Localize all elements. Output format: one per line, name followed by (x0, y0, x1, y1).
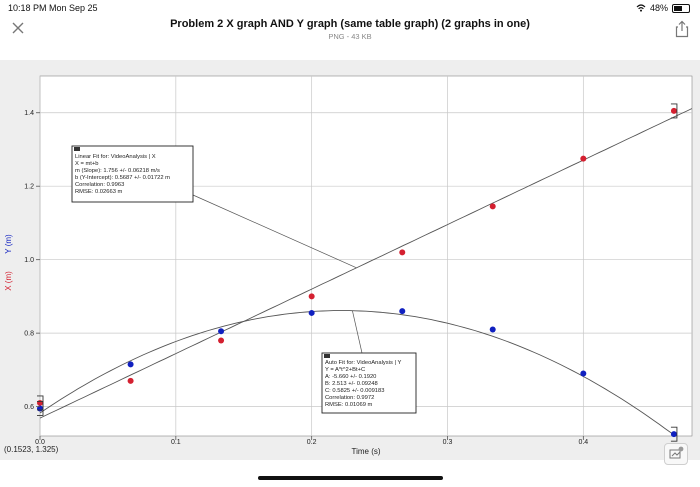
wifi-icon (636, 4, 646, 12)
x-data-point (489, 203, 496, 210)
y-data-point (218, 328, 225, 335)
selection-brackets (37, 103, 678, 442)
quadratic-fit-equation: Y = A*t^2+Bt+C (325, 367, 365, 373)
home-indicator (258, 476, 443, 480)
x-data-point (37, 399, 43, 406)
linear-fit-intercept: b (Y-Intercept): 0.5687 +/- 0.01722 m (75, 175, 170, 181)
selection-bracket (37, 400, 44, 416)
y-axis-label-y: Y (m) (4, 234, 13, 254)
status-right: 48% (636, 3, 690, 13)
x-data-point (399, 249, 406, 256)
graph-canvas: 0.0 0.1 0.2 0.3 0.4 0.6 0.8 1.0 1.2 1.4 Linear Fi… (4, 75, 693, 456)
y-data-point (399, 308, 406, 315)
y-tick-label: 1.2 (24, 184, 34, 191)
battery-percent: 48% (649, 3, 668, 13)
battery-icon (672, 3, 690, 13)
data-series (37, 103, 678, 442)
y-tick-label: 0.8 (24, 331, 34, 338)
x-tick-label: 0.3 (443, 439, 453, 446)
selection-bracket (670, 103, 678, 119)
quadratic-fit-a: A: -5.660 +/- 0.1920 (325, 374, 376, 380)
close-icon[interactable] (10, 20, 26, 36)
x-data-point (308, 293, 315, 300)
status-time: 10:18 PM Mon Sep 25 (8, 3, 98, 13)
markup-icon (669, 446, 684, 459)
status-bar: 10:18 PM Mon Sep 25 48% (0, 0, 700, 16)
quadratic-fit-b: B: 2.513 +/- 0.09248 (325, 381, 378, 387)
y-data-point (489, 326, 496, 333)
x-tick-label: 0.2 (307, 439, 317, 446)
coordinate-readout: (0.1523, 1.325) (4, 445, 59, 454)
x-series (37, 107, 677, 406)
linear-fit-box[interactable]: Linear Fit for: VideoAnalysis | X X = mt… (71, 145, 194, 203)
y-data-point (580, 370, 587, 377)
x-tick-label: 0.4 (578, 439, 588, 446)
quadratic-fit-correlation: Correlation: 0.9972 (325, 395, 374, 401)
x-tick-label: 0.0 (35, 439, 45, 446)
y-tick-label: 1.4 (24, 110, 34, 117)
selection-bracket (670, 426, 678, 442)
image-preview: 0.0 0.1 0.2 0.3 0.4 0.6 0.8 1.0 1.2 1.4 Linear Fi… (0, 60, 700, 465)
quadratic-fit-box[interactable]: Auto Fit for: VideoAnalysis | Y Y = A*t^… (321, 352, 417, 414)
linear-fit-leader (192, 194, 357, 269)
y-axis-label-x: X (m) (4, 271, 13, 291)
share-icon[interactable] (674, 20, 690, 38)
quadratic-fit-c: C: 0.5825 +/- 0.009183 (325, 388, 384, 394)
grid (39, 76, 692, 436)
linear-fit-equation: X = mt+b (75, 161, 99, 167)
x-data-point (127, 377, 134, 384)
y-data-point (308, 309, 315, 316)
fit-leaders (192, 194, 363, 354)
y-tick-label: 1.0 (24, 257, 34, 264)
linear-fit-correlation: Correlation: 0.9963 (75, 182, 124, 188)
linear-fit-slope: m (Slope): 1.756 +/- 0.06218 m/s (75, 168, 160, 174)
viewer-header: Problem 2 X graph AND Y graph (same tabl… (0, 14, 700, 46)
axis-ticks: 0.0 0.1 0.2 0.3 0.4 0.6 0.8 1.0 1.2 1.4 (24, 110, 588, 446)
x-data-point (218, 337, 225, 344)
file-title: Problem 2 X graph AND Y graph (same tabl… (170, 18, 530, 30)
quadratic-fit-leader (352, 310, 363, 354)
quadratic-fit-rmse: RMSE: 0.01069 m (325, 402, 373, 408)
x-axis-label: Time (s) (351, 447, 380, 456)
x-data-point (670, 107, 677, 114)
file-subtitle: PNG - 43 KB (328, 32, 372, 41)
y-tick-label: 0.6 (24, 404, 34, 411)
linear-fit-title: Linear Fit for: VideoAnalysis | X (75, 154, 156, 160)
y-data-point (670, 431, 677, 438)
quadratic-fit-title: Auto Fit for: VideoAnalysis | Y (325, 360, 402, 366)
y-data-point (127, 361, 134, 368)
linear-fit-rmse: RMSE: 0.02663 m (75, 189, 123, 195)
markup-button[interactable] (664, 443, 688, 465)
x-data-point (580, 155, 587, 162)
x-tick-label: 0.1 (171, 439, 181, 446)
